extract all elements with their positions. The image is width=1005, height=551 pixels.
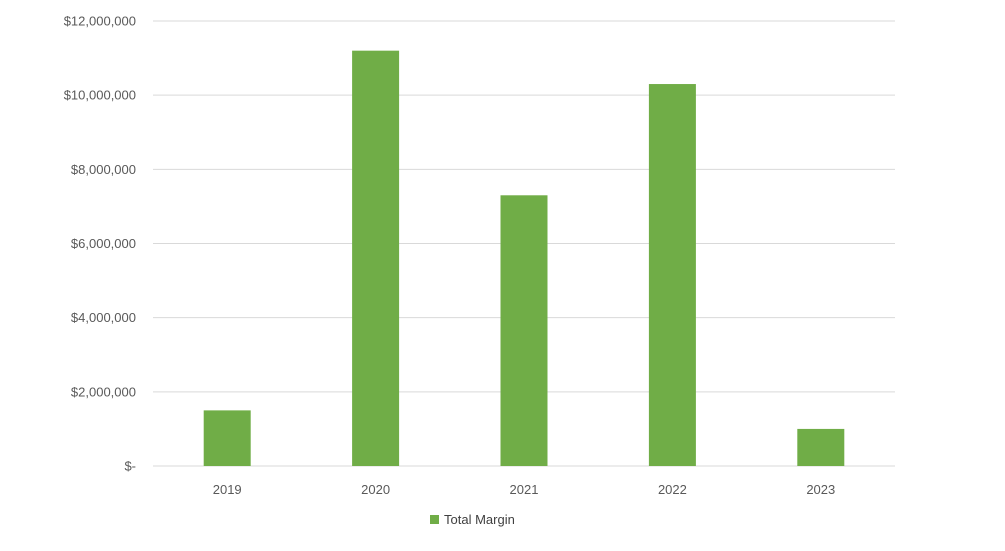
y-tick-label-4: $8,000,000	[71, 162, 136, 177]
y-tick-label-6: $12,000,000	[64, 14, 136, 29]
x-tick-label-2022: 2022	[658, 482, 687, 497]
x-tick-label-2020: 2020	[361, 482, 390, 497]
y-axis-tick-labels: $- $2,000,000 $4,000,000 $6,000,000 $8,000,0…	[64, 14, 136, 474]
x-tick-label-2021: 2021	[510, 482, 539, 497]
bars	[203, 50, 845, 467]
x-tick-label-2023: 2023	[806, 482, 835, 497]
x-axis-tick-labels: 2019 2020 2021 2022 2023	[213, 482, 836, 497]
y-tick-label-2: $4,000,000	[71, 310, 136, 325]
y-tick-label-5: $10,000,000	[64, 88, 136, 103]
legend-label-total-margin: Total Margin	[444, 512, 515, 527]
legend: Total Margin	[430, 512, 515, 527]
bar-2021	[500, 195, 548, 466]
x-tick-label-2019: 2019	[213, 482, 242, 497]
y-tick-label-1: $2,000,000	[71, 384, 136, 399]
bar-2020	[352, 50, 400, 467]
bar-2019	[203, 410, 251, 466]
y-tick-label-3: $6,000,000	[71, 236, 136, 251]
legend-swatch-total-margin	[430, 515, 439, 524]
bar-2022	[648, 84, 696, 467]
bar-2023	[797, 428, 845, 466]
y-tick-label-0: $-	[124, 459, 136, 474]
